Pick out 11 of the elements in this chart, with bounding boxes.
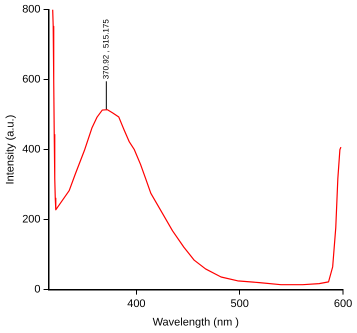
- y-tick-label: 600: [22, 74, 41, 86]
- x-tick-label: 400: [127, 298, 146, 310]
- x-axis-title: Wavelength (nm ): [152, 316, 239, 328]
- x-tick-label: 600: [334, 298, 352, 310]
- y-tick-label: 0: [34, 284, 41, 296]
- y-axis-title: Intensity (a.u.): [4, 114, 17, 184]
- y-tick-label: 400: [22, 144, 41, 156]
- y-tick-label: 800: [22, 4, 41, 16]
- y-tick-label: 200: [22, 214, 41, 226]
- x-tick-label: 500: [230, 298, 249, 310]
- annotation: 370.92 , 515.175: [102, 18, 111, 80]
